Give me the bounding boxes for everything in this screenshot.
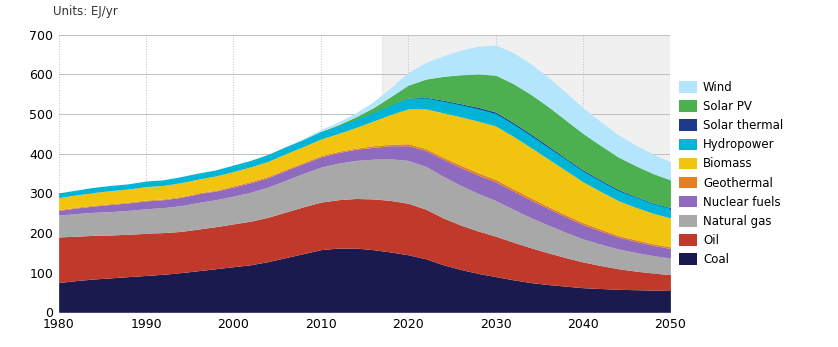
Bar — [382, 35, 670, 312]
Text: Units: EJ/yr: Units: EJ/yr — [53, 5, 117, 18]
Legend: Wind, Solar PV, Solar thermal, Hydropower, Biomass, Geothermal, Nuclear fuels, N: Wind, Solar PV, Solar thermal, Hydropowe… — [680, 81, 784, 266]
